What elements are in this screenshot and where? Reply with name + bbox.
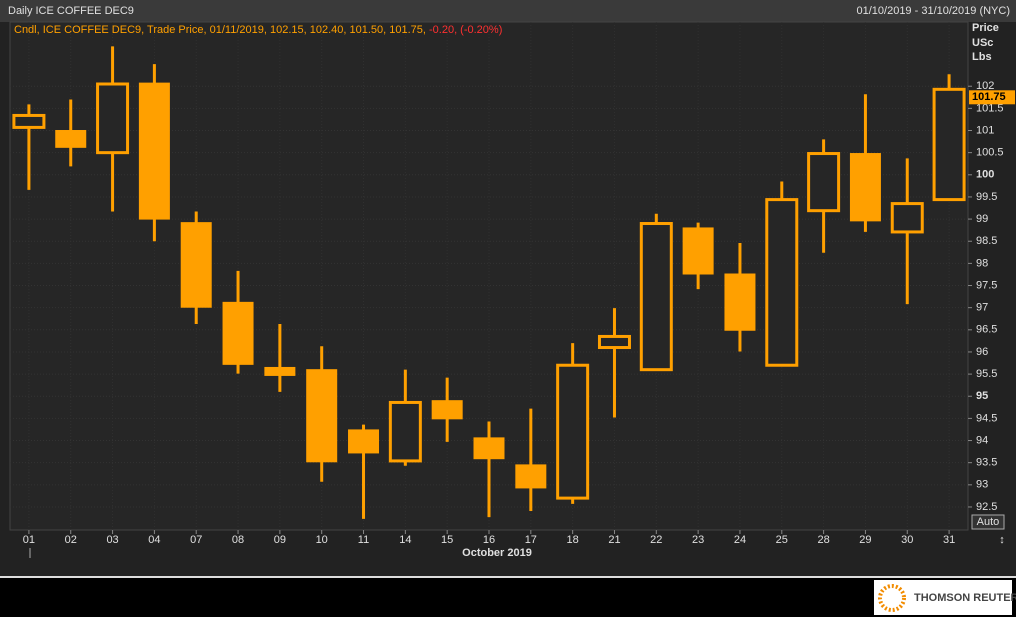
candle-body [55, 130, 87, 148]
x-tick-label: 14 [399, 534, 411, 546]
candle-body [473, 437, 505, 460]
x-tick-label: 22 [650, 534, 662, 546]
y-tick-label: 97 [976, 302, 988, 314]
x-tick-label: 30 [901, 534, 913, 546]
candle-body [682, 227, 714, 275]
candle-body [807, 152, 841, 213]
candle-body [222, 301, 254, 365]
candle-body [597, 334, 631, 350]
candle-body [932, 87, 966, 202]
x-tick-label: 17 [525, 534, 537, 546]
candle-body [388, 400, 422, 463]
candle-body [264, 366, 296, 376]
candle-body [431, 400, 463, 420]
candle-body [849, 153, 881, 222]
candle-body [96, 82, 130, 155]
y-tick-label: 92.5 [976, 501, 997, 513]
candle-body [724, 273, 756, 331]
logo-mark [878, 584, 906, 612]
y-tick-label: 97.5 [976, 279, 997, 291]
candle-body [12, 113, 46, 129]
header-bar [0, 0, 1016, 22]
last-price-label: 101.75 [972, 91, 1006, 103]
x-tick-label: 03 [106, 534, 118, 546]
y-tick-label: 98 [976, 257, 988, 269]
y-tick-label: 94.5 [976, 412, 997, 424]
x-tick-label: 28 [817, 534, 829, 546]
y-tick-label: 93.5 [976, 457, 997, 469]
y-tick-label: 95.5 [976, 368, 997, 380]
date-range: 01/10/2019 - 31/10/2019 (NYC) [857, 5, 1011, 17]
x-tick-label: 21 [608, 534, 620, 546]
x-tick-label: 29 [859, 534, 871, 546]
x-axis-label: October 2019 [462, 547, 532, 559]
candle-body [515, 464, 547, 489]
x-tick-label: 08 [232, 534, 244, 546]
corner-icon[interactable] [996, 533, 1008, 545]
x-tick-label: 18 [567, 534, 579, 546]
y-unit: Lbs [972, 51, 992, 63]
y-tick-label: 96 [976, 346, 988, 358]
x-tick-label: 15 [441, 534, 453, 546]
legend-change: -0.20, (-0.20%) [429, 24, 502, 36]
x-tick-label: 23 [692, 534, 704, 546]
auto-button-label[interactable]: Auto [977, 516, 1000, 528]
y-tick-label: 96.5 [976, 324, 997, 336]
candle-body [639, 222, 673, 372]
candle-body [138, 82, 170, 220]
y-tick-label: 95 [976, 390, 988, 402]
candle-body [556, 363, 590, 500]
y-tick-label: 98.5 [976, 235, 997, 247]
last-price-box [969, 90, 1015, 105]
candle-body [890, 202, 924, 234]
chart-title: Daily ICE COFFEE DEC9 [8, 5, 134, 17]
x-tick-label: 10 [316, 534, 328, 546]
auto-button[interactable] [971, 514, 1005, 530]
y-tick-label: 93 [976, 479, 988, 491]
y-tick-label: 101 [976, 124, 994, 136]
x-tick-label: 02 [65, 534, 77, 546]
x-tick-label: 24 [734, 534, 746, 546]
y-tick-label: 100.5 [976, 147, 1004, 159]
x-tick-label: 01 [23, 534, 35, 546]
x-tick-label: 31 [943, 534, 955, 546]
y-tick-label: 99 [976, 213, 988, 225]
legend: Cndl, ICE COFFEE DEC9, Trade Price, 01/1… [14, 24, 502, 36]
y-tick-label: 99.5 [976, 191, 997, 203]
candle-body [306, 369, 338, 463]
y-tick-label: 100 [976, 169, 994, 181]
x-tick-label: 11 [358, 534, 369, 546]
y-unit: USc [972, 37, 993, 49]
x-tick-label: 25 [776, 534, 788, 546]
x-tick-label: 09 [274, 534, 286, 546]
x-tick-label: 04 [148, 534, 160, 546]
candle-body [765, 198, 799, 367]
y-unit: Price [972, 22, 999, 34]
x-tick-label: 07 [190, 534, 202, 546]
logo-text: THOMSON REUTERS [914, 592, 1016, 604]
candle-body [180, 222, 212, 308]
y-tick-label: 101.5 [976, 102, 1004, 114]
x-tick-label: 16 [483, 534, 495, 546]
candle-body [348, 429, 380, 454]
legend-text: Cndl, ICE COFFEE DEC9, Trade Price, 01/1… [14, 24, 426, 36]
corner-icon-glyph[interactable]: ↕ [999, 534, 1005, 546]
y-tick-label: 102 [976, 80, 994, 92]
y-tick-label: 94 [976, 434, 988, 446]
